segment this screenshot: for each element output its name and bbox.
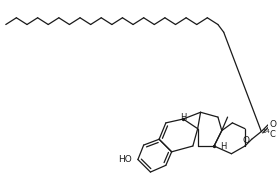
Text: $^{14}$C: $^{14}$C [262, 128, 277, 140]
Text: O: O [243, 136, 250, 145]
Text: H: H [220, 142, 226, 151]
Text: O: O [269, 120, 276, 129]
Text: H: H [180, 113, 187, 122]
Text: HO: HO [118, 155, 132, 164]
